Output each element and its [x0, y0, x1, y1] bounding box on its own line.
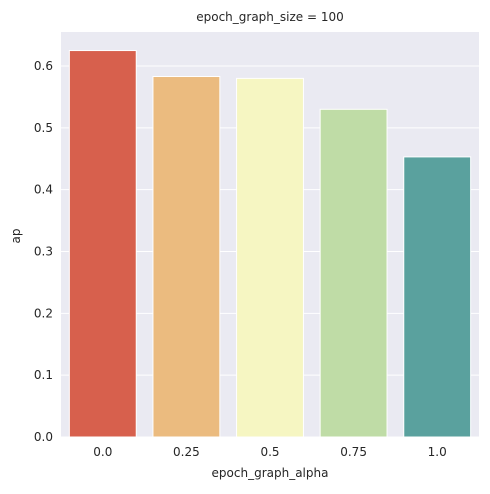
bar-0-0 — [68, 50, 137, 438]
x-tick-label: 1.0 — [428, 445, 447, 459]
y-tick-label: 0.4 — [34, 183, 53, 197]
x-tick-label: 0.75 — [340, 445, 367, 459]
bar-0-75 — [319, 108, 388, 438]
x-tick-label: 0.5 — [260, 445, 279, 459]
y-axis-label: ap — [9, 229, 23, 244]
chart-title: epoch_graph_size = 100 — [196, 10, 344, 24]
x-tick-label: 0.25 — [173, 445, 200, 459]
bar-1-0 — [403, 156, 472, 438]
x-axis-ticks: 0.0 0.25 0.5 0.75 1.0 — [93, 445, 446, 459]
y-tick-label: 0.6 — [34, 59, 53, 73]
bars — [68, 50, 472, 438]
y-tick-label: 0.5 — [34, 121, 53, 135]
y-tick-label: 0.3 — [34, 245, 53, 259]
bar-0-25 — [152, 76, 221, 438]
y-axis-ticks: 0.0 0.1 0.2 0.3 0.4 0.5 0.6 — [34, 59, 53, 444]
y-tick-label: 0.0 — [34, 430, 53, 444]
x-axis-label: epoch_graph_alpha — [212, 466, 329, 480]
x-tick-label: 0.0 — [93, 445, 112, 459]
y-tick-label: 0.2 — [34, 306, 53, 320]
y-tick-label: 0.1 — [34, 368, 53, 382]
bar-0-5 — [236, 77, 304, 438]
